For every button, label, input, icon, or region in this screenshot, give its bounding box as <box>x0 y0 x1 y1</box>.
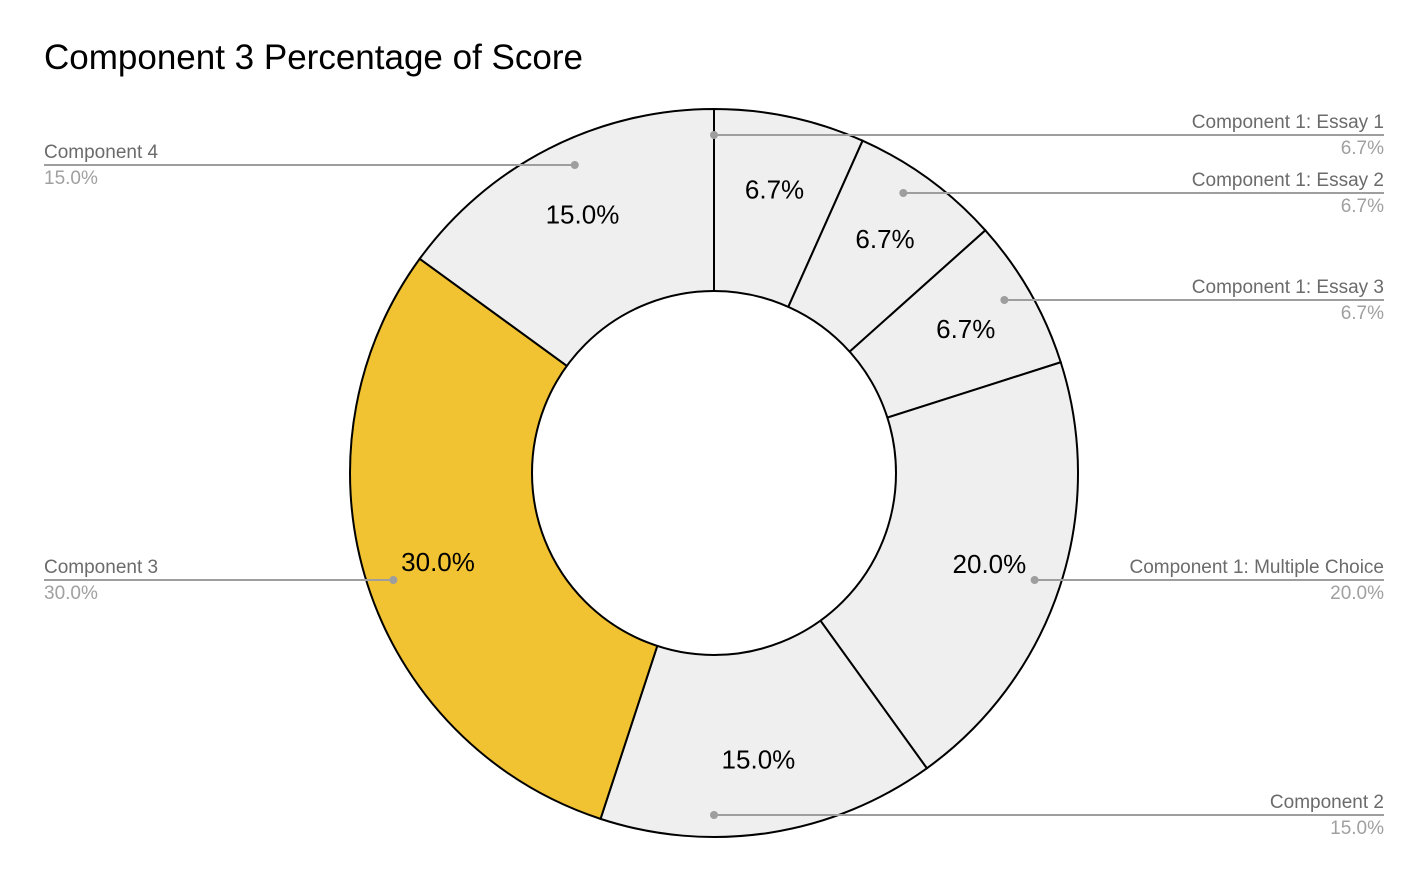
legend-pct-6: 15.0% <box>44 168 98 189</box>
slice-label-3: 20.0% <box>953 549 1027 579</box>
legend-pct-3: 20.0% <box>1330 583 1384 604</box>
legend-name-3: Component 1: Multiple Choice <box>1129 557 1384 578</box>
legend-name-5: Component 3 <box>44 557 158 578</box>
donut-hole <box>531 290 897 656</box>
slice-label-6: 15.0% <box>546 200 620 230</box>
legend-pct-2: 6.7% <box>1341 303 1384 324</box>
legend-pct-0: 6.7% <box>1341 138 1384 159</box>
slice-label-5: 30.0% <box>401 547 475 577</box>
legend-pct-5: 30.0% <box>44 583 98 604</box>
leader-dot-0 <box>710 131 718 139</box>
leader-dot-1 <box>899 189 908 197</box>
slice-label-0: 6.7% <box>745 174 804 204</box>
slice-label-4: 15.0% <box>722 745 796 775</box>
legend-name-1: Component 1: Essay 2 <box>1192 170 1384 191</box>
chart-title: Component 3 Percentage of Score <box>44 38 583 77</box>
leader-dot-3 <box>1030 576 1039 584</box>
slice-label-2: 6.7% <box>936 314 995 344</box>
legend-name-4: Component 2 <box>1270 792 1384 813</box>
legend-name-2: Component 1: Essay 3 <box>1192 277 1384 298</box>
leader-dot-4 <box>710 811 718 819</box>
legend-pct-1: 6.7% <box>1341 196 1384 217</box>
legend-name-6: Component 4 <box>44 142 159 163</box>
slice-5 <box>349 257 716 821</box>
leader-dot-5 <box>389 576 398 584</box>
legend-name-0: Component 1: Essay 1 <box>1192 112 1384 133</box>
slice-label-1: 6.7% <box>855 224 914 254</box>
leader-dot-6 <box>570 161 579 169</box>
legend-pct-4: 15.0% <box>1330 818 1384 839</box>
slice-4 <box>599 470 929 838</box>
leader-dot-2 <box>1000 296 1009 304</box>
